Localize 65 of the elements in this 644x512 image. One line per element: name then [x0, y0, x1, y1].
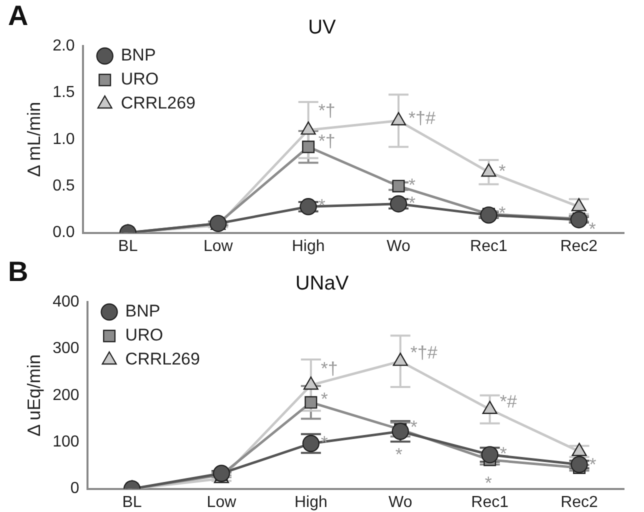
annotation: *† — [318, 100, 336, 120]
point — [210, 214, 227, 232]
y-axis-title: Δ mL/min — [24, 102, 44, 177]
annotation: * — [320, 389, 328, 410]
annotation: * — [589, 454, 596, 474]
point — [303, 376, 318, 390]
x-tick-label: BL — [122, 494, 142, 511]
annotation: * — [588, 218, 596, 239]
y-tick-label: 300 — [52, 340, 80, 358]
annotation: *†# — [408, 108, 436, 128]
x-tick-label: Low — [206, 494, 237, 511]
annotation: * — [408, 192, 416, 213]
point — [392, 352, 408, 366]
text: A — [8, 0, 28, 32]
annotation: * — [498, 203, 506, 224]
x-tick-label: Wo — [388, 494, 412, 511]
annotation: *†# — [410, 342, 438, 362]
chart-title: UV — [308, 16, 337, 39]
annotation: *† — [320, 358, 338, 379]
point — [480, 206, 498, 224]
point — [570, 456, 588, 474]
x-tick-label: Wo — [386, 238, 410, 255]
chart-title: UNaV — [295, 272, 350, 295]
y-tick-label: 0.0 — [52, 224, 75, 242]
legend-label: URO — [120, 70, 159, 89]
point — [570, 211, 588, 228]
annotation: *† — [318, 131, 336, 152]
x-tick-label: High — [292, 238, 325, 255]
point — [390, 112, 406, 126]
legend-label: CRRL269 — [125, 350, 200, 369]
legend-label: CRRL269 — [120, 94, 196, 113]
annotation: *# — [500, 391, 517, 412]
y-tick-label: 0 — [70, 480, 80, 498]
annotation: * — [498, 161, 506, 182]
point — [390, 195, 408, 212]
y-tick-label: 0.5 — [52, 178, 75, 195]
x-tick-label: Low — [203, 238, 234, 255]
x-tick-label: Rec1 — [470, 238, 508, 255]
point — [481, 163, 496, 177]
y-tick-label: 100 — [52, 434, 80, 451]
y-tick-label: 2.0 — [52, 37, 75, 54]
y-tick-label: 200 — [52, 386, 80, 404]
point — [392, 180, 405, 192]
legend-label: URO — [125, 326, 164, 345]
x-tick-label: High — [294, 494, 328, 511]
y-tick-label: 400 — [52, 293, 80, 310]
annotation: * — [395, 444, 402, 464]
annotation: * — [484, 472, 492, 493]
annotation: * — [408, 175, 416, 196]
y-tick-label: 1.5 — [52, 84, 75, 102]
annotation: * — [500, 444, 507, 464]
point — [304, 396, 318, 409]
legend-label: BNP — [125, 302, 160, 321]
legend-label: BNP — [120, 46, 156, 65]
annotation: * — [410, 417, 418, 438]
text: B — [8, 256, 28, 288]
x-tick-label: Rec2 — [560, 238, 598, 255]
point — [482, 400, 498, 414]
y-tick-label: 1.0 — [52, 130, 75, 148]
x-tick-label: Rec1 — [471, 494, 509, 511]
x-tick-label: Rec2 — [560, 494, 598, 511]
point — [300, 121, 316, 135]
point — [300, 198, 317, 216]
y-axis-title: Δ uEq/min — [24, 354, 44, 436]
x-tick-label: BL — [118, 238, 138, 255]
